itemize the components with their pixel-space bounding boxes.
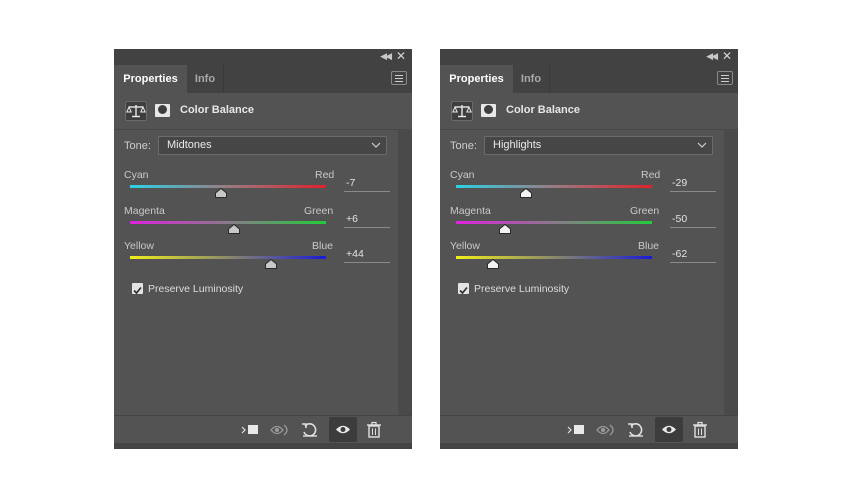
panel-menu-icon[interactable]: [391, 71, 407, 85]
cyan-red-value-field[interactable]: -7: [344, 177, 390, 192]
preserve-luminosity-label: Preserve Luminosity: [148, 283, 244, 295]
panel-menu-icon[interactable]: [717, 71, 733, 85]
tab-bar: Properties Info: [440, 65, 738, 93]
preserve-luminosity-label: Preserve Luminosity: [474, 283, 570, 295]
clip-to-layer-icon[interactable]: [566, 420, 586, 440]
slider-cyan-label: Cyan: [124, 169, 149, 181]
tone-label: Tone:: [124, 140, 151, 152]
magenta-green-track[interactable]: [456, 221, 652, 224]
magenta-green-track[interactable]: [130, 221, 326, 224]
slider-thumb-icon: [264, 259, 277, 269]
slider-yellow-label: Yellow: [450, 240, 480, 252]
slider-yellow-label: Yellow: [124, 240, 154, 252]
trash-icon[interactable]: [364, 420, 384, 440]
adjustment-header: Color Balance: [440, 93, 738, 130]
slider-thumb-icon: [227, 224, 240, 234]
visibility-eye-icon[interactable]: [655, 417, 683, 442]
slider-cyan-label: Cyan: [450, 169, 475, 181]
yellow-blue-value-field[interactable]: -62: [670, 248, 716, 263]
close-icon[interactable]: ✕: [721, 49, 732, 63]
adjustment-title: Color Balance: [506, 104, 580, 116]
slider-thumb-icon: [499, 224, 511, 234]
scrollbar[interactable]: [724, 129, 738, 415]
scrollbar[interactable]: [398, 129, 412, 415]
collapse-icon[interactable]: ◀◀: [380, 51, 392, 61]
slider-green-label: Green: [304, 205, 334, 217]
slider-blue-label: Blue: [638, 240, 660, 252]
view-previous-icon[interactable]: [270, 420, 290, 440]
panel-footer: [114, 415, 412, 443]
slider-green-label: Green: [630, 205, 660, 217]
cyan-red-track[interactable]: [456, 185, 652, 188]
magenta-green-value-field[interactable]: -50: [670, 213, 716, 228]
clip-to-layer-icon[interactable]: [240, 420, 260, 440]
slider-thumb-icon: [487, 259, 500, 269]
reset-icon[interactable]: [626, 420, 646, 440]
panel-title-bar: ◀◀ ✕: [114, 49, 412, 65]
tab-info[interactable]: Info: [513, 65, 550, 93]
tab-properties[interactable]: Properties: [440, 65, 513, 93]
preserve-luminosity-checkbox[interactable]: [458, 283, 469, 295]
preserve-luminosity-checkbox[interactable]: [132, 283, 143, 295]
slider-magenta-label: Magenta: [450, 205, 491, 217]
layer-mask-icon[interactable]: [478, 101, 500, 121]
slider-red-label: Red: [641, 169, 661, 181]
visibility-eye-icon[interactable]: [329, 417, 357, 442]
adjustment-title: Color Balance: [180, 104, 254, 116]
slider-red-label: Red: [315, 169, 335, 181]
cyan-red-value-field[interactable]: -29: [670, 177, 716, 192]
checkbox-icon: [459, 286, 468, 295]
balance-scale-icon: [125, 101, 147, 121]
chevron-down-icon: [697, 142, 707, 148]
trash-icon[interactable]: [690, 420, 710, 440]
tone-value: Highlights: [493, 139, 542, 151]
layer-mask-icon[interactable]: [152, 101, 174, 121]
panel-title-bar: ◀◀ ✕: [440, 49, 738, 65]
tone-value: Midtones: [167, 139, 212, 151]
resize-grip[interactable]: [114, 443, 412, 449]
yellow-blue-value-field[interactable]: +44: [344, 248, 390, 263]
tone-dropdown[interactable]: Highlights: [484, 136, 713, 155]
view-previous-icon[interactable]: [596, 420, 616, 440]
properties-panel-midtones: ◀◀ ✕ Properties Info Color Balance Tone:…: [114, 49, 412, 449]
tone-label: Tone:: [450, 140, 477, 152]
balance-scale-icon: [451, 101, 473, 121]
resize-grip[interactable]: [440, 443, 738, 449]
slider-thumb-icon: [214, 188, 227, 198]
slider-thumb-icon: [519, 188, 532, 198]
tab-info[interactable]: Info: [187, 65, 224, 93]
tone-dropdown[interactable]: Midtones: [158, 136, 387, 155]
yellow-blue-track[interactable]: [456, 256, 652, 259]
magenta-green-value-field[interactable]: +6: [344, 213, 390, 228]
cyan-red-track[interactable]: [130, 185, 326, 188]
adjustment-header: Color Balance: [114, 93, 412, 130]
panel-footer: [440, 415, 738, 443]
tab-bar: Properties Info: [114, 65, 412, 93]
tab-properties[interactable]: Properties: [114, 65, 187, 93]
close-icon[interactable]: ✕: [395, 49, 406, 63]
checkbox-icon: [133, 286, 142, 295]
slider-magenta-label: Magenta: [124, 205, 165, 217]
yellow-blue-track[interactable]: [130, 256, 326, 259]
properties-panel-highlights: ◀◀ ✕ Properties Info Color Balance Tone:…: [440, 49, 738, 449]
chevron-down-icon: [371, 142, 381, 148]
slider-blue-label: Blue: [312, 240, 334, 252]
reset-icon[interactable]: [300, 420, 320, 440]
collapse-icon[interactable]: ◀◀: [706, 51, 718, 61]
